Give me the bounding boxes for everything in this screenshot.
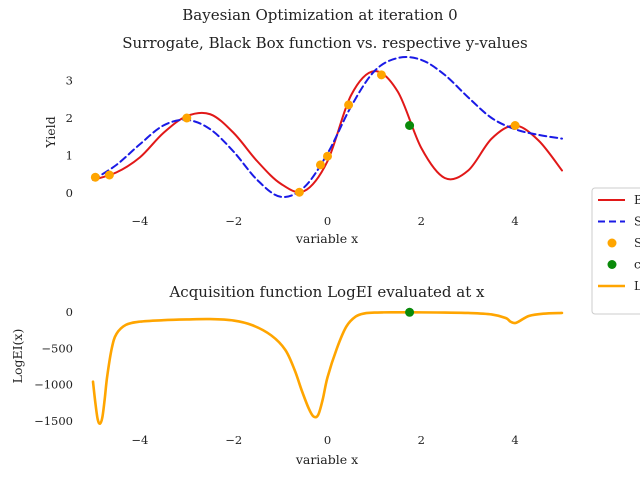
legend-marker [607,260,617,269]
acquisition-xtick-label: 0 [324,433,331,447]
surrogate-point-samples [315,160,325,170]
acquisition-xtick-label: 2 [418,433,425,447]
surrogate-ytick-label: 0 [66,186,73,200]
surrogate-xtick-label: 4 [511,214,518,228]
acquisition-ytick-label: −1500 [34,414,73,428]
surrogate-point-samples [90,172,100,182]
surrogate-point-samples [323,151,332,161]
legend-entry-label: L [634,279,640,293]
figure-suptitle: Bayesian Optimization at iteration 0 [182,6,457,24]
surrogate-xtick-label: 2 [418,214,425,228]
surrogate-axis-ticks: −4 −2 0 2 4 0 1 2 3 [66,74,519,229]
surrogate-point-samples [104,170,114,180]
acquisition-series-logei [91,311,564,425]
surrogate-point-current-sample [405,121,415,130]
surrogate-xtick-label: −4 [131,214,148,228]
surrogate-points [90,70,520,197]
surrogate-point-samples [294,187,304,197]
acquisition-point-current-sample [405,307,415,317]
surrogate-xtick-label: 0 [324,214,331,228]
surrogate-chart: Surrogate, Black Box function vs. respec… [43,34,563,246]
surrogate-series-surrogate [92,56,563,198]
surrogate-point-samples [376,70,386,80]
acquisition-xlabel: variable x [295,452,358,467]
surrogate-point-samples [344,100,354,110]
acquisition-chart-title: Acquisition function LogEI evaluated at … [168,283,485,301]
acquisition-chart: Acquisition function LogEI evaluated at … [10,283,564,467]
surrogate-point-samples [510,121,520,130]
legend-entry-label: B [634,193,640,207]
surrogate-xtick-label: −2 [225,214,242,228]
legend-entry-label: S [634,236,640,250]
acquisition-ytick-label: −500 [41,341,73,355]
legend-frame [591,187,640,315]
surrogate-ytick-label: 2 [66,111,73,125]
acquisition-points [405,307,415,317]
surrogate-ytick-label: 1 [66,149,73,163]
legend-marker [607,238,617,248]
acquisition-series [91,311,564,425]
acquisition-axis-ticks: −4 −2 0 2 4 0 −500 −1000 −1500 [34,305,519,447]
acquisition-ylabel: LogEI(x) [10,329,25,384]
surrogate-ytick-label: 3 [66,74,73,88]
legend-entry-label: S [634,215,640,229]
legend-entry-label: c [634,258,640,272]
surrogate-series [92,56,563,198]
surrogate-ylabel: Yield [43,116,58,148]
surrogate-chart-title: Surrogate, Black Box function vs. respec… [122,34,527,52]
acquisition-ytick-label: 0 [66,305,73,319]
acquisition-ytick-label: −1000 [34,378,73,392]
surrogate-series-black-box [92,70,563,194]
acquisition-xtick-label: 4 [511,433,518,447]
surrogate-point-samples [182,113,192,123]
surrogate-xlabel: variable x [295,231,358,246]
acquisition-xtick-label: −2 [225,433,242,447]
acquisition-xtick-label: −4 [131,433,148,447]
